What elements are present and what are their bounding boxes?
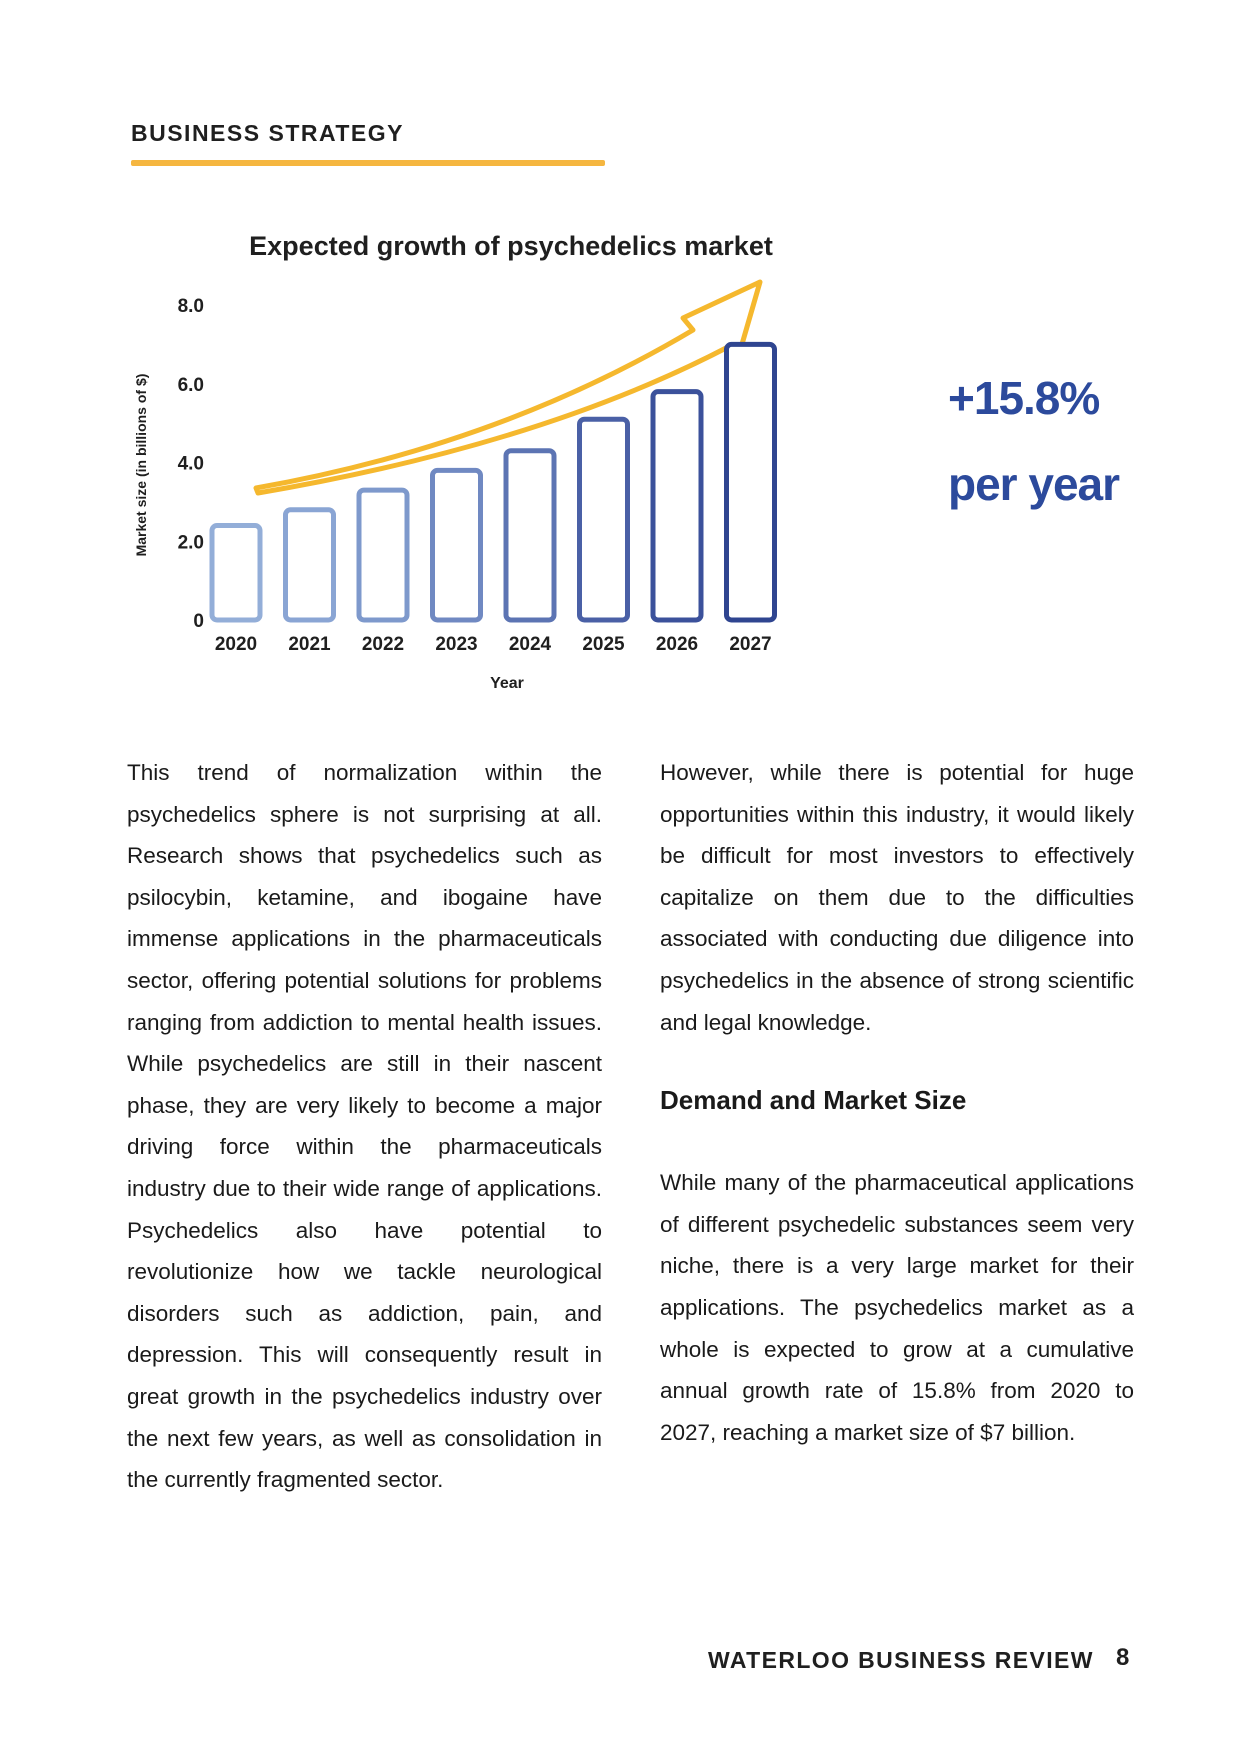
bar-2022 (356, 487, 410, 623)
publication-name: WATERLOO BUSINESS REVIEW (708, 1647, 1094, 1673)
y-tick-label: 8.0 (178, 296, 204, 317)
x-tick-label: 2026 (656, 634, 698, 655)
body-column-right: However, while there is potential for hu… (660, 752, 1134, 1453)
x-tick-label: 2024 (509, 634, 552, 655)
y-tick-label: 6.0 (178, 375, 204, 396)
bar-2020 (209, 523, 263, 623)
body-column-left: This trend of normalization within the p… (127, 752, 602, 1501)
x-tick-label: 2027 (729, 634, 771, 655)
bar-2024 (503, 448, 557, 623)
bar-2027 (724, 341, 777, 623)
x-tick-label: 2022 (362, 634, 404, 655)
body-paragraph: This trend of normalization within the p… (127, 760, 602, 1493)
chart-title: Expected growth of psychedelics market (249, 231, 773, 261)
body-paragraph: While many of the pharmaceutical applica… (660, 1170, 1134, 1445)
x-tick-label: 2020 (215, 634, 257, 655)
y-axis-label: Market size (in billions of $) (133, 374, 149, 557)
section-label: BUSINESS STRATEGY (131, 120, 404, 146)
x-axis-label: Year (490, 675, 524, 692)
bar-2026 (650, 389, 704, 623)
bar-2023 (430, 467, 483, 623)
growth-callout: +15.8% per year (948, 355, 1120, 527)
growth-rate: +15.8% (948, 372, 1100, 424)
x-tick-label: 2025 (582, 634, 625, 655)
y-tick-label: 2.0 (178, 532, 204, 553)
bar-2021 (283, 507, 336, 623)
page-number: 8 (1116, 1644, 1130, 1671)
x-tick-label: 2023 (435, 634, 477, 655)
market-growth-chart: Expected growth of psychedelics market 0… (133, 231, 777, 692)
subheading: Demand and Market Size (660, 1085, 967, 1116)
body-paragraph: However, while there is potential for hu… (660, 760, 1134, 1035)
x-tick-label: 2021 (288, 634, 331, 655)
y-tick-label: 0 (193, 611, 204, 632)
y-tick-label: 4.0 (178, 454, 204, 475)
bar-2025 (577, 416, 630, 623)
growth-period: per year (948, 458, 1120, 510)
section-divider (131, 160, 605, 166)
